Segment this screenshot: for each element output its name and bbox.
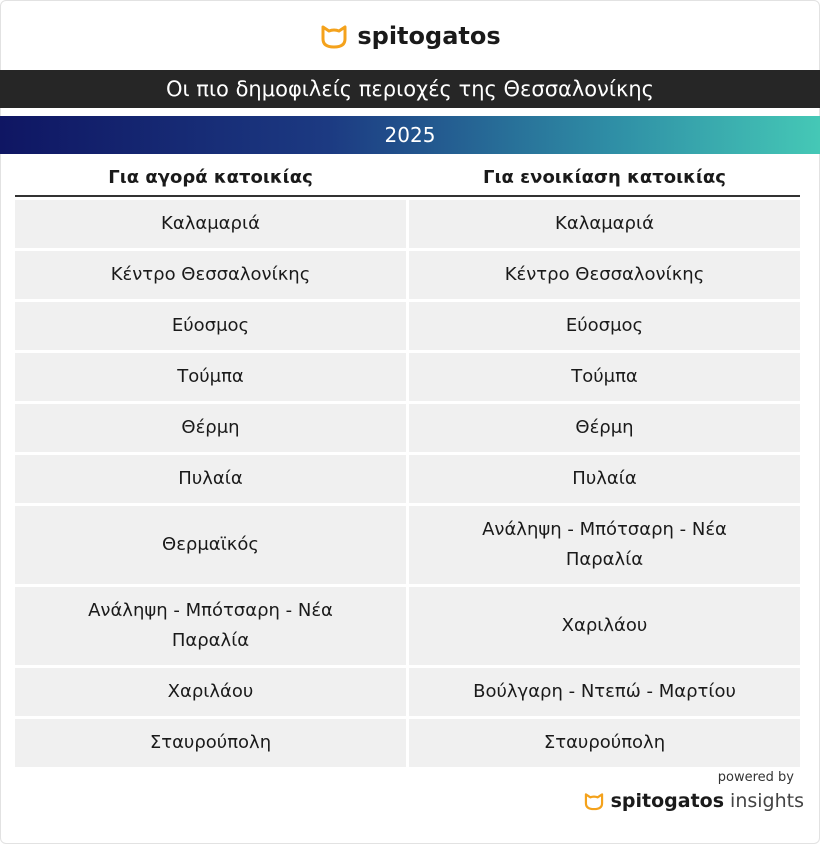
table-cell: Θερμαϊκός	[15, 506, 406, 584]
table-cell: Θέρμη	[409, 404, 800, 452]
table-cell: Καλαμαριά	[15, 200, 406, 248]
logo: spitogatos	[0, 22, 820, 50]
table-cell: Τούμπα	[409, 353, 800, 401]
table: Καλαμαριά Καλαμαριά Κέντρο Θεσσαλονίκης Κέν…	[15, 200, 800, 767]
table-cell: Κέντρο Θεσσαλονίκης	[409, 251, 800, 299]
table-cell: Βούλγαρη - Ντεπώ - Μαρτίου	[409, 668, 800, 716]
table-cell: Ανάληψη - Μπότσαρη - Νέα Παραλία	[409, 506, 800, 584]
column-header: Για αγορά κατοικίας	[108, 167, 313, 188]
cat-icon	[584, 793, 603, 811]
table-cell: Πυλαία	[15, 455, 406, 503]
powered-by: powered by	[717, 770, 794, 785]
footer-suffix: insights	[730, 790, 804, 812]
table-cell: Ανάληψη - Μπότσαρη - Νέα Παραλία	[15, 587, 406, 665]
year: 2025	[0, 116, 820, 154]
table-cell: Σταυρούπολη	[409, 719, 800, 767]
table-cell: Σταυρούπολη	[15, 719, 406, 767]
cat-icon	[321, 25, 347, 49]
brand: spitogatos	[357, 22, 501, 50]
footer-brand: spitogatos	[610, 790, 725, 812]
table-cell: Χαριλάου	[409, 587, 800, 665]
table-cell: Εύοσμος	[409, 302, 800, 350]
table-cell: Καλαμαριά	[409, 200, 800, 248]
footer-logo: spitogatos insights	[583, 790, 804, 812]
title: Οι πιο δημοφιλείς περιοχές της Θεσσαλονί…	[0, 70, 820, 108]
table-cell: Κέντρο Θεσσαλονίκης	[15, 251, 406, 299]
column-headers: Για αγορά κατοικίας Για ενοικίαση κατοικί…	[15, 160, 800, 197]
table-cell: Χαριλάου	[15, 668, 406, 716]
table-cell: Θέρμη	[15, 404, 406, 452]
table-cell: Πυλαία	[409, 455, 800, 503]
table-cell: Εύοσμος	[15, 302, 406, 350]
table-cell: Τούμπα	[15, 353, 406, 401]
column-header: Για ενοικίαση κατοικίας	[483, 167, 726, 188]
